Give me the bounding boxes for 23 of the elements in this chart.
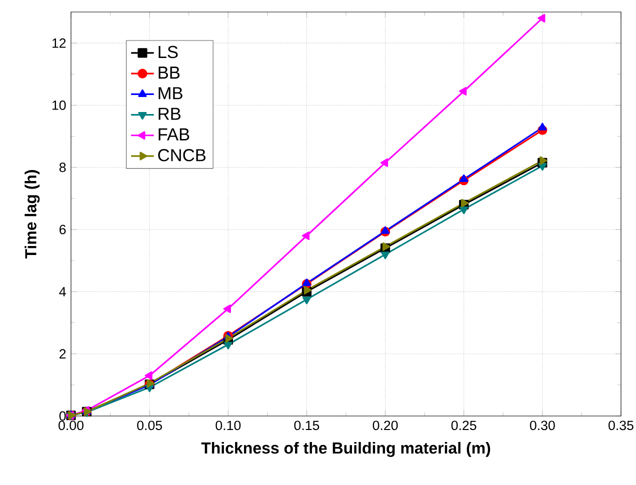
x-tick-label: 0.15 <box>294 420 320 430</box>
x-tick-label: 0.00 <box>58 420 84 430</box>
y-tick-label: 12 <box>52 38 66 48</box>
x-tick-label: 0.20 <box>372 420 398 430</box>
y-tick-label: 10 <box>52 100 66 110</box>
x-tick-label: 0.05 <box>137 420 162 430</box>
legend-label: BB <box>158 66 180 79</box>
x-tick-label: 0.35 <box>608 420 634 430</box>
legend-label: CNCB <box>158 149 206 162</box>
x-tick-label: 0.10 <box>216 420 241 430</box>
legend-label: FAB <box>158 128 190 140</box>
y-tick-label: 6 <box>60 224 66 234</box>
x-tick-label: 0.25 <box>451 420 476 430</box>
legend-label: RB <box>158 108 180 120</box>
x-tick-label: 0.30 <box>530 420 555 430</box>
y-tick-label: 4 <box>59 287 66 296</box>
x-axis-title: Thickness of the Building material (m) <box>201 442 490 457</box>
y-tick-label: 8 <box>59 162 66 172</box>
legend-label: MB <box>158 87 182 100</box>
legend-label: LS <box>158 46 178 58</box>
y-tick-label: 2 <box>60 349 66 358</box>
y-tick-label: 0 <box>59 411 66 421</box>
y-axis-title: Time lag (h) <box>24 170 40 259</box>
